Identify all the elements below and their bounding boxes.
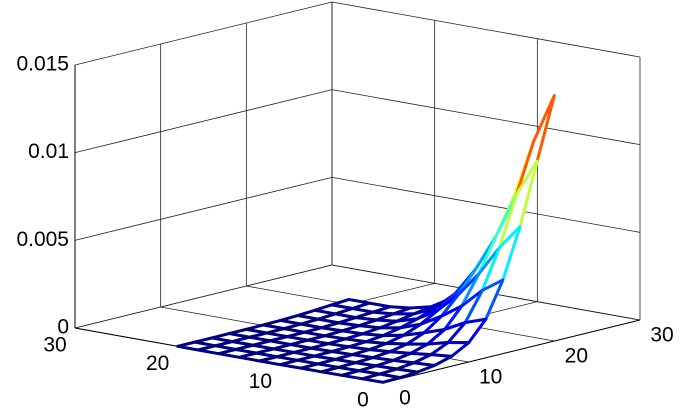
grid-line [331, 176, 641, 233]
mesh-cell [360, 372, 402, 384]
grid-line [331, 1, 641, 58]
x-tick-label: 20 [146, 352, 169, 375]
x-tick-label: 10 [249, 370, 272, 393]
y-tick-label: 30 [650, 324, 673, 347]
grid-line [74, 89, 333, 154]
axis-line [382, 319, 641, 384]
z-tick-label: 0 [57, 316, 69, 339]
grid-line [74, 176, 333, 241]
z-tick-label: 0.01 [28, 140, 69, 163]
y-tick-label: 20 [565, 345, 588, 368]
grid-line [331, 89, 641, 146]
z-tick-label: 0.005 [16, 228, 69, 251]
grid-line [74, 264, 333, 329]
mesh-cell [515, 94, 556, 196]
y-tick-label: 0 [399, 387, 411, 410]
grid-line [74, 1, 333, 66]
z-tick-label: 0.015 [16, 53, 69, 76]
x-tick-label: 0 [357, 389, 369, 412]
x-tick-label: 30 [43, 334, 66, 357]
y-tick-label: 10 [479, 366, 502, 389]
